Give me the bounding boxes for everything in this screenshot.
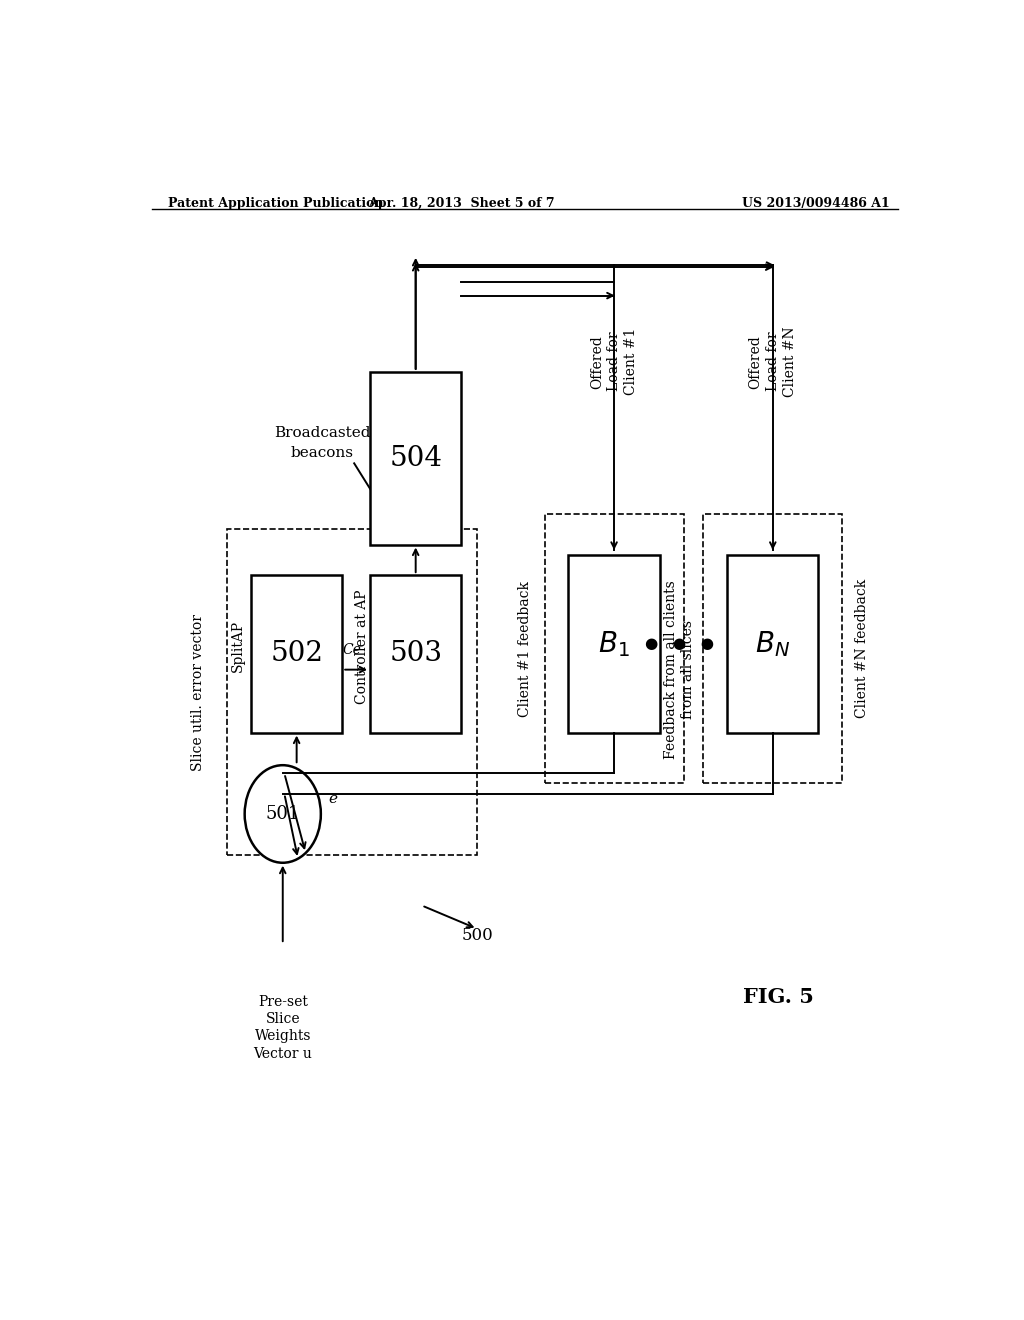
Text: $B_N$: $B_N$ [756,628,791,659]
Bar [727,554,818,733]
Text: 504: 504 [389,445,442,471]
Text: SplitAP: SplitAP [230,620,245,672]
Text: ●   ●   ●: ● ● ● [645,636,714,651]
Text: US 2013/0094486 A1: US 2013/0094486 A1 [742,197,890,210]
Text: FIG. 5: FIG. 5 [743,987,814,1007]
Text: Broadcasted
beacons: Broadcasted beacons [274,426,371,459]
Text: Controller at AP: Controller at AP [355,589,369,704]
Text: 503: 503 [389,640,442,668]
Bar [227,529,477,854]
Bar [370,372,461,545]
Bar [370,576,461,733]
Text: Client #N feedback: Client #N feedback [855,579,869,718]
Text: $B_1$: $B_1$ [598,628,630,659]
Text: Patent Application Publication: Patent Application Publication [168,197,383,210]
Bar [703,515,842,784]
Text: 502: 502 [270,640,324,668]
Text: Client #1 feedback: Client #1 feedback [518,581,531,717]
Text: Ce: Ce [342,643,361,657]
Bar [251,576,342,733]
Text: Pre-set
Slice
Weights
Vector u: Pre-set Slice Weights Vector u [253,995,312,1061]
Text: Offered
Load for
Client #1: Offered Load for Client #1 [590,327,638,396]
Circle shape [245,766,321,863]
Text: 500: 500 [461,928,494,944]
Text: e: e [329,792,338,805]
Text: Offered
Load for
Client #N: Offered Load for Client #N [749,326,797,397]
Bar [568,554,659,733]
Bar [545,515,684,784]
Text: 501: 501 [265,805,300,822]
Text: Feedback from all clients
from all slices: Feedback from all clients from all slice… [664,579,695,759]
Text: Slice util. error vector: Slice util. error vector [190,614,205,771]
Text: Apr. 18, 2013  Sheet 5 of 7: Apr. 18, 2013 Sheet 5 of 7 [368,197,555,210]
